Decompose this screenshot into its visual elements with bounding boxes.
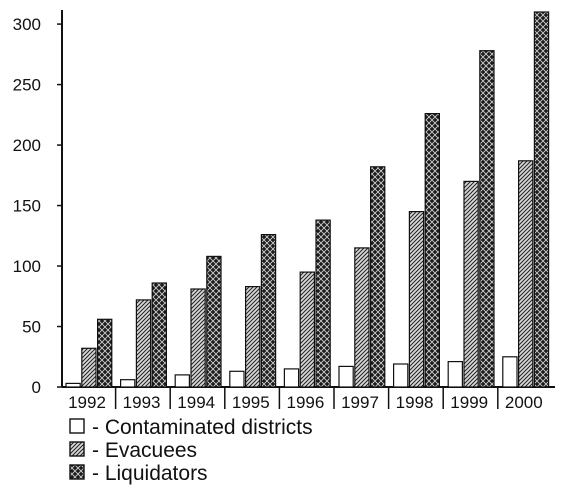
legend: - Contaminated districts- Evacuees- Liqu… — [69, 416, 313, 485]
y-tick-label: 150 — [13, 197, 41, 216]
x-tick-label-2000: 2000 — [505, 393, 543, 412]
bar-contaminated-1994 — [174, 374, 190, 388]
bars — [65, 11, 550, 388]
bar-evacuees-1996 — [299, 271, 316, 388]
legend-label-evacuees: - Evacuees — [92, 439, 197, 462]
legend-swatch-evacuees — [69, 441, 85, 457]
y-tick-label: 0 — [32, 378, 41, 397]
tick-labels: 0 50 100 150 200 250 300 1992 1993 1994 1995 1996 19… — [13, 15, 543, 412]
bar-evacuees-1995 — [245, 286, 261, 388]
x-tick-label-1992: 1992 — [68, 393, 106, 412]
bar-contaminated-1993 — [119, 379, 136, 388]
x-tick-label-1999: 1999 — [450, 393, 488, 412]
bar-contaminated-1992 — [65, 382, 81, 388]
x-tick-label-1993: 1993 — [123, 393, 161, 412]
x-tick-label-1994: 1994 — [177, 393, 215, 412]
bar-liquidators-1995 — [260, 234, 277, 388]
bar-evacuees-1993 — [135, 299, 152, 388]
bar-contaminated-1995 — [229, 370, 245, 388]
y-tick-label: 250 — [13, 76, 41, 95]
bar-evacuees-1999 — [463, 180, 479, 388]
x-tick-label-1996: 1996 — [286, 393, 324, 412]
bar-liquidators-2000 — [533, 11, 550, 388]
bar-contaminated-1996 — [283, 368, 300, 388]
legend-label-liquidators: - Liquidators — [92, 462, 208, 485]
bar-evacuees-1992 — [81, 347, 97, 388]
bar-contaminated-1999 — [447, 361, 464, 388]
x-tick-label-1997: 1997 — [341, 393, 379, 412]
bar-liquidators-1996 — [315, 219, 331, 388]
legend-swatch-liquidators — [69, 464, 85, 480]
bar-liquidators-1993 — [151, 282, 167, 388]
bar-evacuees-2000 — [517, 160, 534, 388]
y-tick-label: 200 — [13, 136, 41, 155]
bar-liquidators-1992 — [96, 318, 113, 388]
bar-contaminated-1998 — [393, 363, 409, 388]
bar-contaminated-1997 — [338, 365, 354, 388]
legend-swatch-contaminated — [69, 418, 85, 434]
bar-liquidators-1998 — [424, 112, 441, 388]
x-tick-label-1998: 1998 — [396, 393, 434, 412]
bar-evacuees-1998 — [408, 211, 425, 388]
legend-label-contaminated: - Contaminated districts — [92, 416, 313, 439]
bar-evacuees-1994 — [190, 288, 206, 388]
y-tick-label: 100 — [13, 257, 41, 276]
y-tick-label: 50 — [22, 318, 41, 337]
bar-evacuees-1997 — [354, 247, 370, 388]
y-tick-label: 300 — [13, 15, 41, 34]
bar-liquidators-1997 — [370, 166, 386, 388]
x-tick-label-1995: 1995 — [232, 393, 270, 412]
bar-liquidators-1994 — [206, 255, 222, 388]
bar-contaminated-2000 — [502, 356, 518, 388]
bar-liquidators-1999 — [479, 50, 495, 388]
